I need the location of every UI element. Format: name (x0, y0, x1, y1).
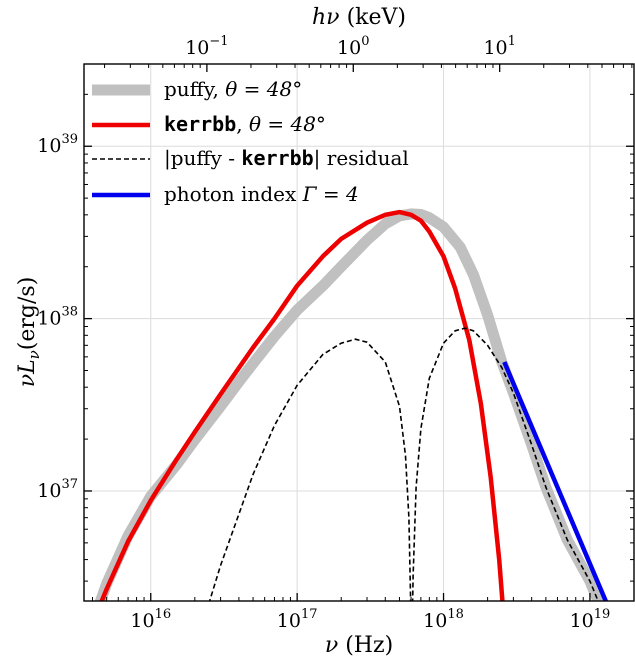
series-puffy-line (94, 208, 605, 601)
y-tick-label: 1037 (37, 477, 78, 502)
x-tick-label: 1016 (130, 607, 171, 632)
series-residual-line (208, 327, 599, 601)
legend-entry-residual-label: |puffy - kerrbb| residual (164, 146, 409, 171)
tick-labels: 1016 1017 1018 1019 10−1 100 101 1037 1038 1039 (37, 34, 610, 632)
legend: puffy, θ = 48° kerrbb, θ = 48° |puffy - ke… (92, 77, 409, 206)
x-axis-label: ν (Hz) (325, 633, 393, 658)
legend-entry-photon-index-label: photon index Γ = 4 (164, 182, 359, 206)
plot-frame (83, 63, 635, 602)
top-axis-label: hν (keV) (312, 5, 406, 30)
axis-ticks (84, 63, 635, 601)
x-tick-label: 1019 (570, 607, 611, 632)
x-tick-label: 1018 (423, 607, 464, 632)
y-tick-label: 1038 (37, 305, 78, 330)
top-tick-label: 100 (337, 34, 369, 59)
top-tick-label: 101 (483, 34, 515, 59)
y-axis-label: νLν(erg/s) (15, 277, 43, 388)
legend-entry-kerrbb-label: kerrbb, θ = 48° (164, 112, 326, 136)
x-tick-label: 1017 (277, 607, 318, 632)
series-kerrbb-line (99, 209, 505, 601)
grid-lines (84, 64, 634, 601)
legend-entry-puffy-label: puffy, θ = 48° (164, 77, 302, 101)
top-tick-label: 10−1 (185, 34, 228, 59)
series-photon-index-line (502, 361, 609, 601)
y-tick-label: 1039 (37, 132, 78, 157)
data-curves (94, 208, 609, 601)
